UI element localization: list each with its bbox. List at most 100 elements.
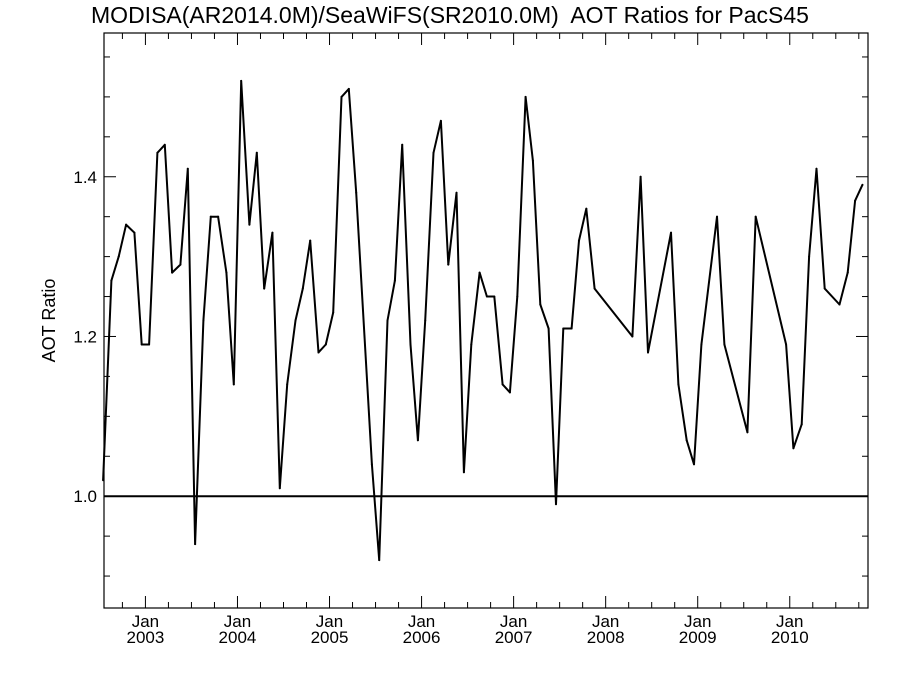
data-point (232, 383, 235, 386)
data-point (432, 151, 435, 154)
data-point (179, 263, 182, 266)
data-point (409, 343, 412, 346)
y-tick-label: 1.2 (73, 327, 97, 346)
data-point (393, 279, 396, 282)
data-point (593, 287, 596, 290)
data-point (102, 479, 105, 482)
data-point (324, 343, 327, 346)
data-point (539, 303, 542, 306)
x-tick-label-year: 2004 (219, 628, 257, 647)
x-tick-label-year: 2009 (679, 628, 717, 647)
data-point (462, 471, 465, 474)
data-point (501, 383, 504, 386)
data-point (163, 143, 166, 146)
x-tick-label-month: Jan (316, 612, 343, 631)
data-point (493, 295, 496, 298)
data-point (317, 351, 320, 354)
data-point (156, 151, 159, 154)
data-point (508, 391, 511, 394)
data-point (286, 383, 289, 386)
data-point (639, 175, 642, 178)
series-layer (102, 79, 864, 562)
data-point (562, 327, 565, 330)
x-axis-ticks: Jan2003Jan2004Jan2005Jan2006Jan2007Jan20… (121, 33, 860, 647)
data-point (263, 287, 266, 290)
x-tick-label-month: Jan (776, 612, 803, 631)
data-point (278, 487, 281, 490)
data-point (854, 199, 857, 202)
data-point (516, 295, 519, 298)
data-point (746, 431, 749, 434)
data-point (685, 439, 688, 442)
data-point (670, 231, 673, 234)
chart-title: MODISA(AR2014.0M)/SeaWiFS(SR2010.0M) AOT… (91, 2, 809, 28)
data-point (823, 287, 826, 290)
data-point (186, 167, 189, 170)
data-point (447, 263, 450, 266)
series-line (102, 79, 864, 562)
data-point (478, 271, 481, 274)
data-point (838, 303, 841, 306)
y-tick-label: 1.4 (73, 168, 97, 187)
data-point (363, 335, 366, 338)
x-tick-label-month: Jan (224, 612, 251, 631)
data-point (194, 543, 197, 546)
x-tick-label-year: 2003 (127, 628, 165, 647)
x-tick-label-year: 2010 (771, 628, 809, 647)
data-point (332, 311, 335, 314)
data-point (125, 223, 128, 226)
data-point (455, 191, 458, 194)
data-point (140, 343, 143, 346)
data-point (700, 343, 703, 346)
data-point (248, 223, 251, 226)
data-point (439, 119, 442, 122)
data-point (677, 383, 680, 386)
data-point (531, 159, 534, 162)
data-point (554, 503, 557, 506)
data-point (370, 463, 373, 466)
data-point (846, 271, 849, 274)
data-point (808, 255, 811, 258)
data-point (631, 335, 634, 338)
x-tick-label-month: Jan (500, 612, 527, 631)
data-point (133, 231, 136, 234)
x-tick-label-month: Jan (132, 612, 159, 631)
data-point (355, 191, 358, 194)
data-point (754, 215, 757, 218)
data-point (647, 351, 650, 354)
data-point (570, 327, 573, 330)
data-point (693, 463, 696, 466)
data-point (301, 287, 304, 290)
data-point (861, 183, 864, 186)
data-point (271, 231, 274, 234)
x-tick-label-year: 2006 (403, 628, 441, 647)
data-point (416, 439, 419, 442)
data-point (386, 319, 389, 322)
data-point (815, 167, 818, 170)
data-point (340, 95, 343, 98)
data-point (800, 423, 803, 426)
data-point (792, 447, 795, 450)
data-point (225, 271, 228, 274)
y-tick-label: 1.0 (73, 487, 97, 506)
data-point (309, 239, 312, 242)
data-point (171, 271, 174, 274)
x-tick-label-month: Jan (684, 612, 711, 631)
data-point (148, 343, 151, 346)
data-point (577, 239, 580, 242)
y-axis-ticks: 1.0 1.2 1.4 (73, 56, 868, 577)
x-tick-label-month: Jan (408, 612, 435, 631)
data-point (202, 319, 205, 322)
data-point (378, 559, 381, 562)
x-tick-label-year: 2007 (495, 628, 533, 647)
data-point (117, 255, 120, 258)
data-point (470, 343, 473, 346)
plot-frame (103, 32, 869, 609)
data-point (401, 143, 404, 146)
data-point (294, 319, 297, 322)
data-point (723, 343, 726, 346)
x-tick-label-month: Jan (592, 612, 619, 631)
data-point (255, 151, 258, 154)
data-point (217, 215, 220, 218)
data-point (585, 207, 588, 210)
